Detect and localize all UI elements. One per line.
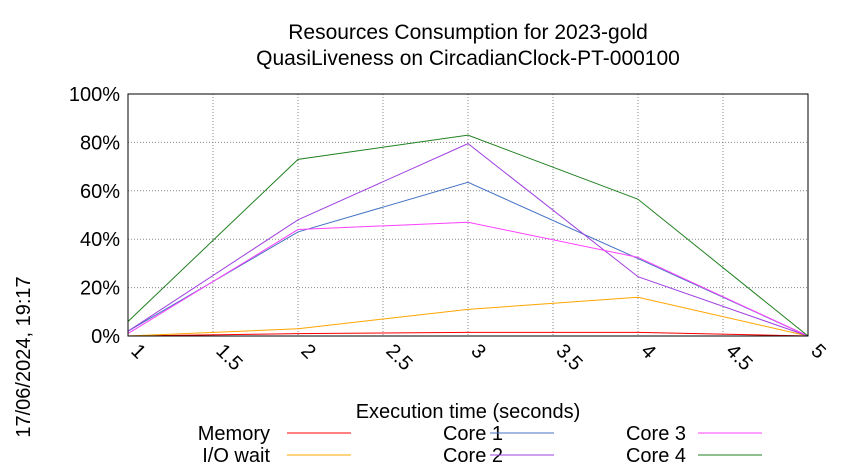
x-tick-label: 1 [126,340,149,363]
series-line-core-3 [127,221,809,337]
y-tick-label: 0% [91,326,120,348]
y-tick-label: 100% [69,84,120,106]
series-line-core-1 [127,181,809,337]
legend-label: Memory [198,423,270,445]
chart-title: Resources Consumption for 2023-gold [288,21,648,44]
x-axis-label: Execution time (seconds) [356,401,581,423]
grid-lines [127,93,809,337]
legend-item: Core 1 [443,423,554,445]
timestamp-label: 17/06/2024, 19:17 [13,276,35,437]
legend-item: Core 2 [443,445,554,467]
legend-label: Core 1 [443,423,503,445]
x-tick-label: 2.5 [381,340,416,375]
x-tick-label: 3 [466,340,489,363]
y-tick-label: 40% [80,229,120,251]
x-tick-label: 1.5 [211,340,246,375]
x-tick-label: 4 [636,340,659,363]
legend-label: Core 4 [626,445,686,467]
plot-frame [127,93,809,337]
x-axis-ticks: 1 1.5 2 2.5 3 3.5 4 4.5 5 [126,340,829,375]
legend-item: Core 3 [626,423,762,445]
series-line-core-4 [127,134,809,337]
legend-item: Memory [198,423,351,445]
legend-label: Core 2 [443,445,503,467]
y-tick-label: 60% [80,181,120,203]
legend-label: Core 3 [626,423,686,445]
legend-label: I/O wait [202,445,270,467]
x-tick-label: 4.5 [721,340,756,375]
y-axis-ticks: 0% 20% 40% 60% 80% 100% [69,84,120,348]
legend-item: I/O wait [202,445,351,467]
series-lines [127,134,809,337]
x-tick-label: 3.5 [551,340,586,375]
chart-subtitle: QuasiLiveness on CircadianClock-PT-00010… [256,47,680,70]
legend-item: Core 4 [626,445,762,467]
series-line-core-2 [127,143,809,337]
x-tick-label: 2 [296,340,319,363]
series-line-memory [127,331,809,337]
series-line-i-o-wait [127,296,809,337]
x-tick-label: 5 [806,340,829,363]
y-tick-label: 80% [80,132,120,154]
y-tick-label: 20% [80,278,120,300]
